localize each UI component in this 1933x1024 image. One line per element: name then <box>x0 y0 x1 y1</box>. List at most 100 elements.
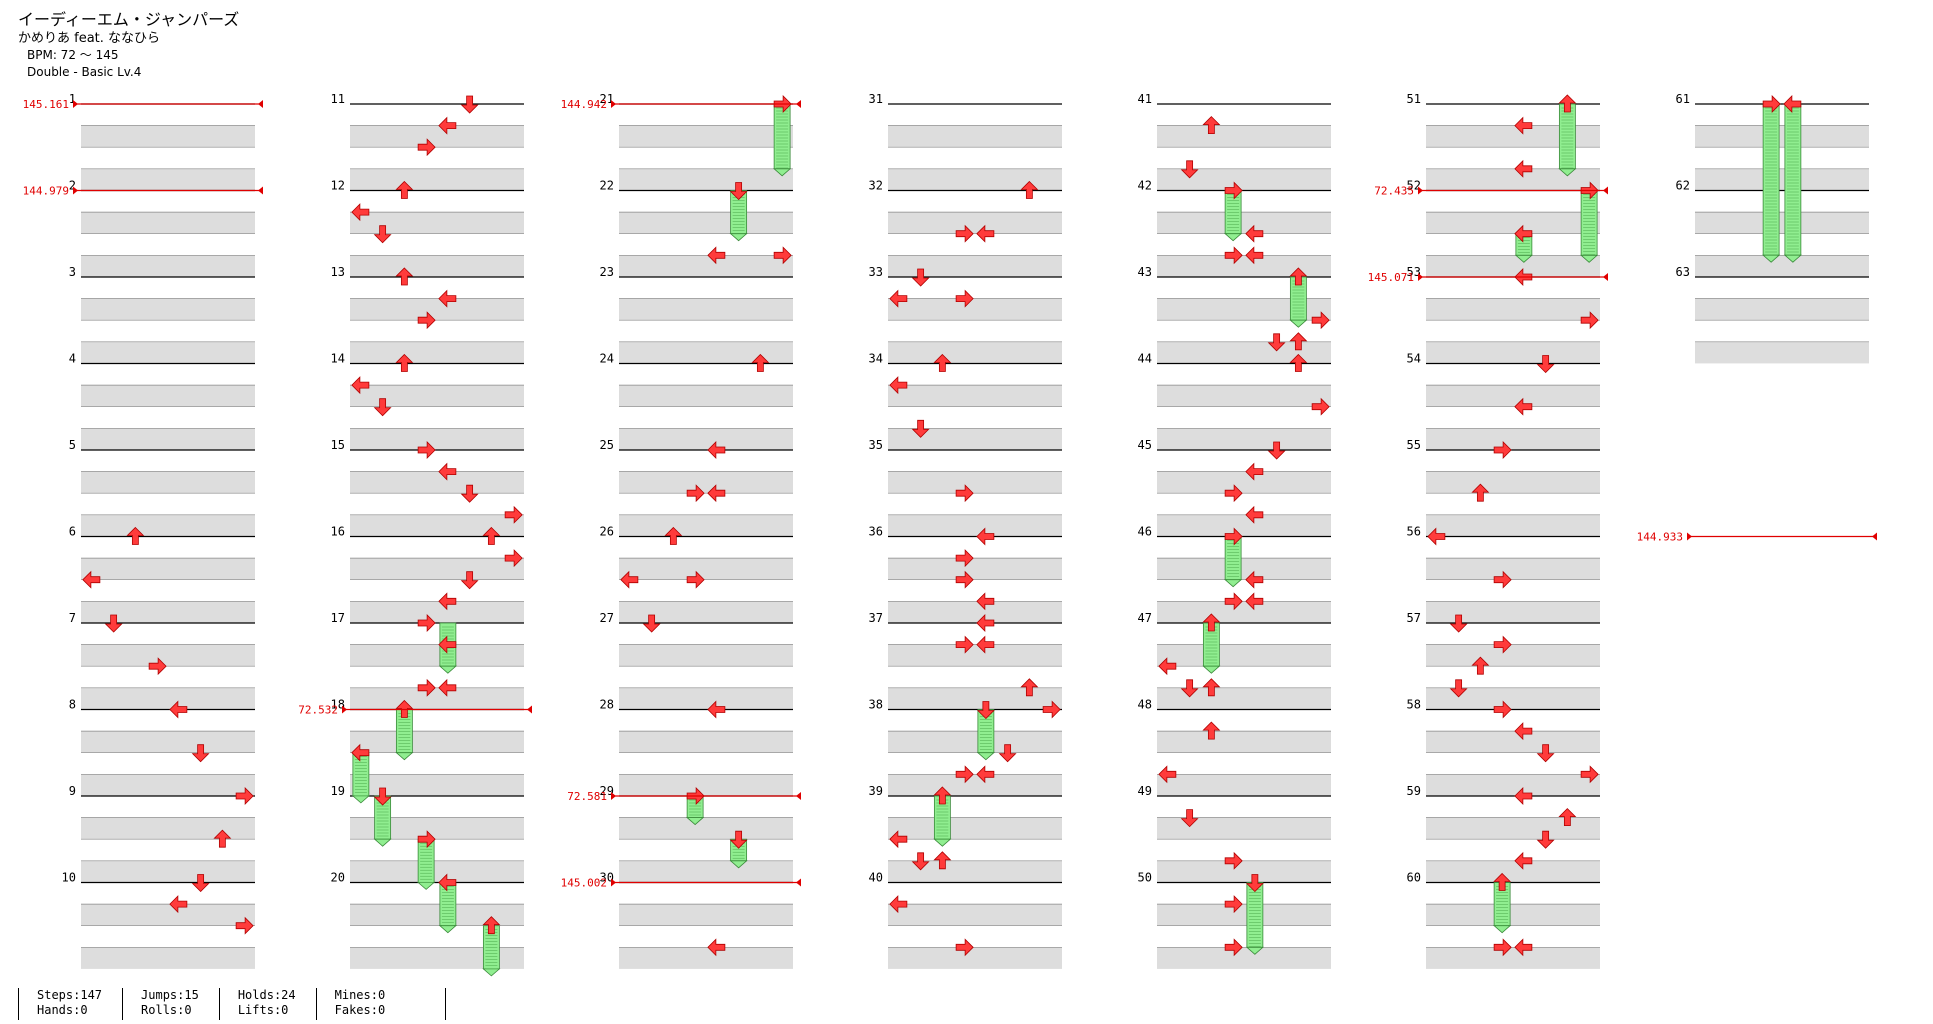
right-arrow-note <box>955 289 974 308</box>
down-arrow-note <box>998 744 1017 763</box>
right-arrow-note <box>955 765 974 784</box>
measure-number: 13 <box>331 265 345 279</box>
up-arrow-note <box>664 526 683 545</box>
beat-band <box>1426 298 1600 321</box>
beat-band <box>350 904 524 926</box>
bpm-marker-left <box>73 186 78 195</box>
beat-band <box>888 428 1062 450</box>
down-arrow-note <box>460 95 479 114</box>
beat-band <box>350 385 524 407</box>
hold-tail <box>729 233 748 242</box>
bpm-marker-left <box>611 100 616 108</box>
bpm-marker-left <box>73 100 78 108</box>
bpm-marker-right <box>1872 532 1877 541</box>
beat-band <box>81 774 255 796</box>
down-arrow-note <box>1536 744 1555 763</box>
bpm-value-label: 145.002 <box>561 877 607 890</box>
beat-band <box>1157 601 1331 623</box>
beat-band <box>1426 471 1600 494</box>
beat-band <box>81 471 255 494</box>
beat-band <box>619 514 793 537</box>
down-arrow-note <box>1267 441 1286 460</box>
measure-number: 15 <box>331 438 345 452</box>
beat-band <box>619 774 793 796</box>
bpm-value-label: 144.942 <box>561 98 607 111</box>
measure-number: 21 <box>600 92 614 106</box>
beat-band <box>350 298 524 321</box>
beat-band <box>1426 860 1600 883</box>
down-arrow-note <box>373 787 392 806</box>
step-chart: 1234567891011121314151617181920212223242… <box>23 92 1877 977</box>
beat-band <box>888 904 1062 926</box>
left-arrow-note <box>889 289 908 308</box>
beat-band <box>81 731 255 753</box>
hold-body <box>1762 103 1780 256</box>
beat-band <box>81 255 255 277</box>
up-arrow-note <box>1202 613 1221 632</box>
up-arrow-note <box>751 353 770 372</box>
measure-number: 48 <box>1138 698 1152 712</box>
measure-number: 25 <box>600 438 614 452</box>
up-arrow-note <box>1202 721 1221 740</box>
beat-band <box>888 817 1062 840</box>
beat-band <box>1426 817 1600 840</box>
measure-number: 6 <box>69 525 76 539</box>
bpm-marker-left <box>611 878 616 887</box>
up-arrow-note <box>1202 116 1221 134</box>
bpm-value-label: 72.581 <box>567 790 607 803</box>
measure-number: 4 <box>69 352 76 366</box>
beat-band <box>888 255 1062 277</box>
song-difficulty: Double - Basic Lv.4 <box>27 65 142 79</box>
up-arrow-note <box>933 353 952 372</box>
right-arrow-note <box>1042 700 1061 719</box>
beat-band <box>1157 687 1331 710</box>
measure-number: 1 <box>69 92 76 106</box>
stats-col-holds: Holds:24 Lifts:0 <box>218 988 316 1020</box>
measure-number: 29 <box>600 784 614 798</box>
beat-band <box>81 514 255 537</box>
up-arrow-note <box>482 916 501 935</box>
beat-band <box>1157 168 1331 191</box>
bpm-value-label: 144.979 <box>23 185 69 198</box>
measure-number: 55 <box>1407 438 1421 452</box>
beat-band <box>350 860 524 883</box>
beat-band <box>1157 298 1331 321</box>
measure-number: 59 <box>1407 784 1421 798</box>
up-arrow-note <box>1020 180 1039 199</box>
beat-band <box>1695 255 1869 277</box>
right-arrow-note <box>1224 592 1243 611</box>
stat-steps: Steps:147 <box>37 988 103 1002</box>
left-arrow-note <box>169 895 188 914</box>
measure-number: 47 <box>1138 611 1152 625</box>
stat-jumps: Jumps:15 <box>141 988 199 1002</box>
measure-number: 63 <box>1676 265 1690 279</box>
hold-tail <box>438 925 457 934</box>
left-arrow-note <box>1158 765 1177 784</box>
right-arrow-note <box>955 549 974 568</box>
beat-band <box>619 255 793 277</box>
down-arrow-note <box>104 614 123 633</box>
stats-col-steps: Steps:147 Hands:0 <box>18 988 122 1020</box>
left-arrow-note <box>351 743 370 762</box>
beat-band <box>1157 947 1331 969</box>
down-arrow-note <box>191 874 210 893</box>
left-arrow-note <box>1783 95 1802 113</box>
beat-band <box>81 817 255 840</box>
bpm-marker-right <box>1603 186 1608 195</box>
beat-band <box>619 817 793 840</box>
measure-number: 17 <box>331 611 345 625</box>
down-arrow-note <box>729 182 748 201</box>
measure-number: 40 <box>869 871 883 885</box>
beat-band <box>1426 731 1600 753</box>
stat-hands: Hands:0 <box>37 1003 88 1017</box>
right-arrow-note <box>1224 246 1243 265</box>
hold-tail <box>1580 254 1599 263</box>
measure-number: 5 <box>69 438 76 452</box>
measure-number: 22 <box>600 179 614 193</box>
left-arrow-note <box>976 527 995 546</box>
beat-band <box>1157 860 1331 883</box>
up-arrow-note <box>1289 332 1308 351</box>
up-arrow-note <box>1289 353 1308 372</box>
measure-number: 19 <box>331 784 345 798</box>
hold-tail <box>1558 168 1577 177</box>
